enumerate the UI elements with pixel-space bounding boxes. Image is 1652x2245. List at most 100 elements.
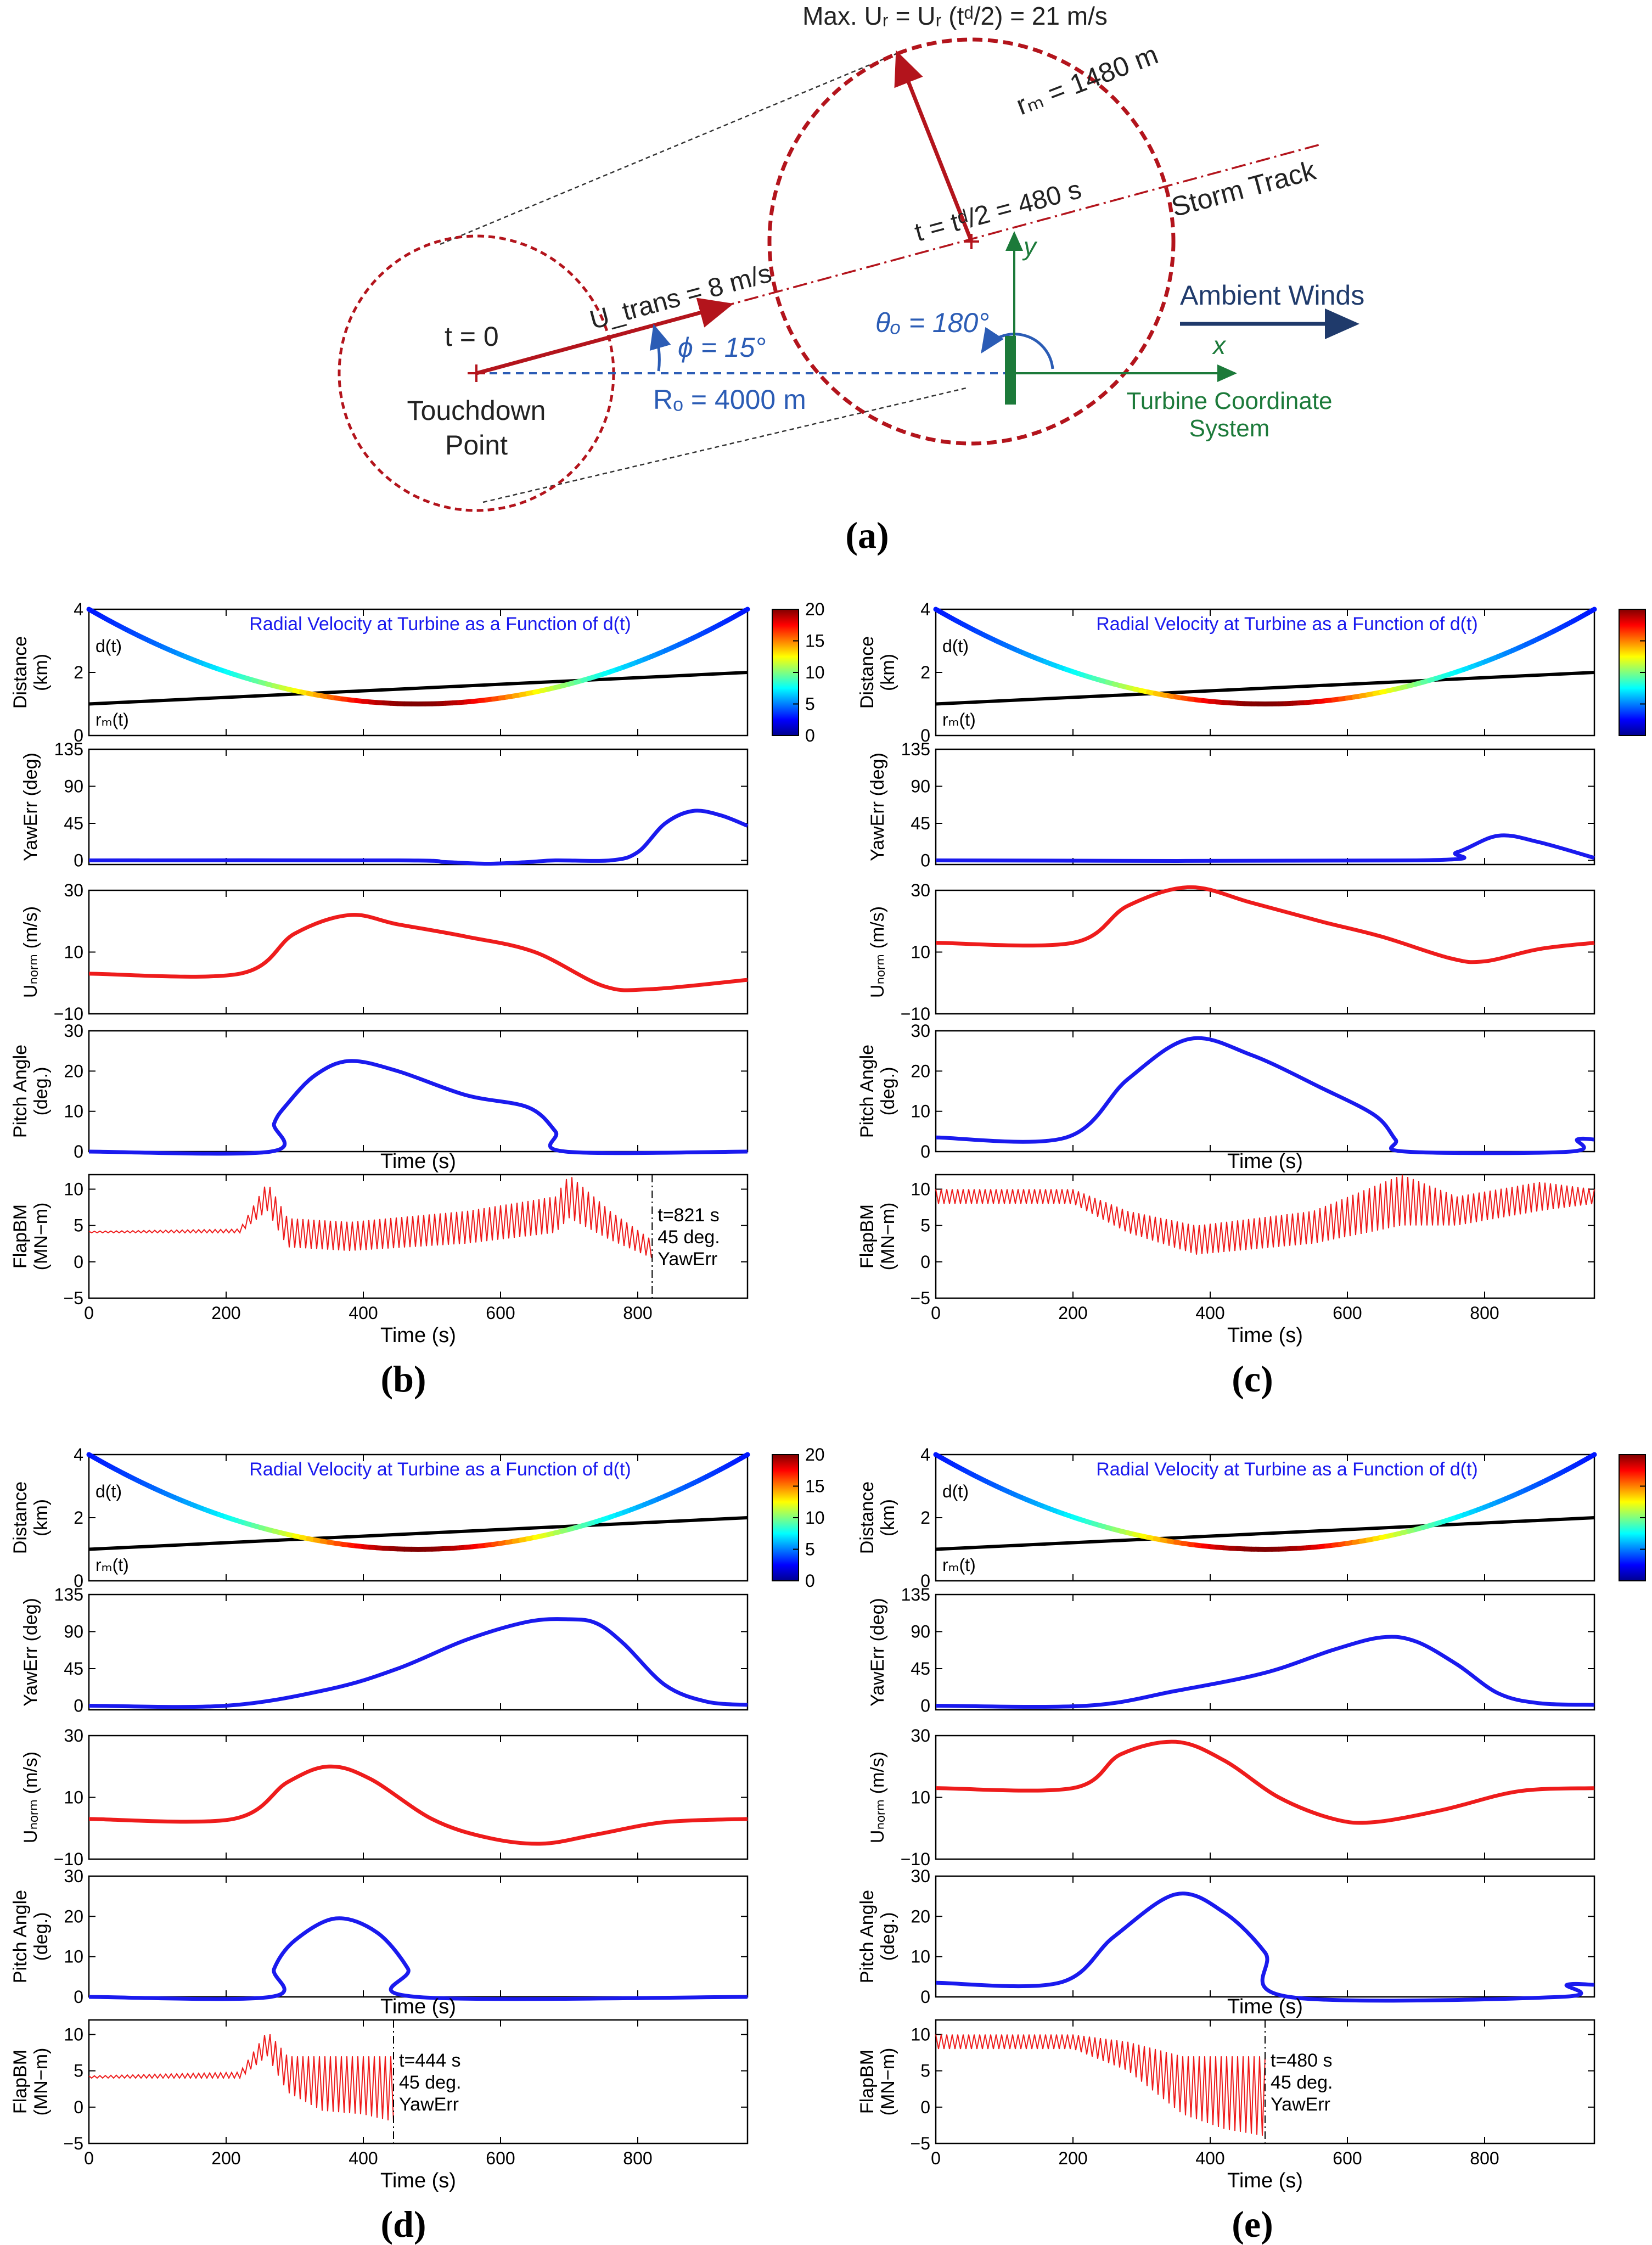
unorm-ytick-label: −10 (901, 1849, 930, 1869)
touchdown-label-2: Point (445, 430, 508, 461)
colorbar-tick-label: 10 (805, 663, 825, 682)
flapbm-ylabel: FlapBM (857, 2050, 878, 2114)
pitch-ytick-label: 0 (920, 1987, 930, 2007)
xtick-label: 800 (1470, 1303, 1499, 1323)
distance-ytick-label: 0 (920, 726, 930, 745)
unorm-ytick-label: 10 (911, 1788, 930, 1808)
distance-axes-frame (935, 1453, 1595, 1582)
xtick-label: 200 (211, 2148, 240, 2168)
yawerr-ytick-label: 0 (74, 851, 83, 871)
xtick-label: 400 (349, 1303, 378, 1323)
rm-label: rₘ(t) (942, 710, 976, 729)
unorm-ytick-label: 30 (911, 1726, 930, 1746)
distance-ylabel: Distance (10, 636, 31, 709)
panel-label-b: (b) (380, 1358, 426, 1400)
pitch-axes-frame (88, 1875, 749, 1998)
pitch-axes-frame (88, 1030, 749, 1153)
cutoff-annotation: t=444 s (399, 2050, 460, 2071)
distance-ylabel: (km) (31, 654, 52, 691)
yawerr-ytick-label: 0 (74, 1696, 83, 1716)
rm-arrow (894, 50, 974, 243)
flapbm-ytick-label: 0 (74, 1252, 83, 1272)
flapbm-ytick-label: −5 (911, 2134, 930, 2153)
dt-label: d(t) (95, 636, 122, 656)
distance-ytick-label: 2 (920, 663, 930, 682)
unorm-ytick-label: 10 (911, 942, 930, 962)
pitch-ytick-label: 30 (64, 1866, 83, 1886)
distance-ylabel: Distance (857, 636, 878, 709)
cutoff-annotation: YawErr (658, 1249, 717, 1270)
cutoff-annotation: 45 deg. (658, 1227, 720, 1248)
yawerr-axes-frame (935, 1593, 1595, 1711)
xtick-label: 0 (931, 1303, 941, 1323)
subplot-pitch: 30 20 10 0 Pitch Angle (deg.) Time (s) (10, 1021, 749, 1173)
rm-line (88, 1516, 748, 1551)
x-axis-label: Time (s) (1227, 1324, 1303, 1347)
distance-ylabel: (km) (878, 654, 898, 691)
pitch-ytick-label: 20 (911, 1061, 930, 1081)
pitch-ytick-label: 0 (920, 1142, 930, 1161)
flapbm-trace (935, 1174, 1595, 1255)
flapbm-trace (88, 2034, 394, 2122)
colorbar-tick-label: 15 (805, 1477, 825, 1496)
distance-ytick-label: 4 (920, 599, 930, 619)
distance-axes-frame (935, 608, 1595, 737)
unorm-curve (935, 885, 1595, 964)
distance-ytick-label: 0 (920, 1571, 930, 1591)
flapbm-ytick-label: 5 (920, 2061, 930, 2081)
touchdown-marker (468, 364, 485, 382)
rm-line (88, 671, 748, 706)
cutoff-annotation: YawErr (399, 2094, 459, 2115)
panel-label-a: (a) (845, 514, 889, 556)
yawerr-curve (88, 809, 749, 866)
flapbm-trace (88, 1177, 652, 1258)
yawerr-ytick-label: 135 (54, 1585, 83, 1604)
flapbm-ytick-label: 10 (911, 1179, 930, 1199)
colorbar-tick-label: 0 (805, 726, 815, 745)
flapbm-axes-frame (88, 2019, 749, 2145)
xtick-label: 400 (1195, 2148, 1224, 2168)
tangent-line-bottom (482, 387, 967, 503)
unorm-ylabel: Uₙₒᵣₘ (m/s) (20, 906, 41, 998)
pitch-ylabel: (deg.) (31, 1067, 52, 1116)
distance-ytick-label: 4 (920, 1445, 930, 1464)
yawerr-ytick-label: 135 (901, 739, 930, 759)
pitch-ytick-label: 30 (64, 1021, 83, 1041)
distance-title: Radial Velocity at Turbine as a Function… (249, 1459, 631, 1480)
xtick-label: 200 (1058, 1303, 1087, 1323)
subplot-yawerr: 135 90 45 0 YawErr (deg) (20, 1585, 749, 1716)
x-axis-label: Time (s) (380, 2169, 456, 2192)
pitch-ytick-label: 30 (911, 1021, 930, 1041)
dt-label: d(t) (942, 1481, 969, 1501)
yawerr-ylabel: YawErr (deg) (20, 1598, 41, 1707)
subplot-yawerr: 135 90 45 0 YawErr (deg) (867, 1585, 1595, 1716)
pitch-ytick-label: 20 (911, 1906, 930, 1926)
xtick-label: 0 (931, 2148, 941, 2168)
yawerr-ylabel: YawErr (deg) (867, 1598, 888, 1707)
yawerr-ytick-label: 45 (911, 813, 930, 833)
rm-line (935, 1516, 1595, 1551)
pitch-ylabel: Pitch Angle (10, 1890, 31, 1983)
dt-curve-segment (1585, 1452, 1597, 1461)
distance-ytick-label: 4 (74, 599, 83, 619)
colorbar-tick-label: 5 (805, 1540, 815, 1559)
unorm-ylabel: Uₙₒᵣₘ (m/s) (20, 1752, 41, 1843)
rm-label: rₘ(t) (95, 1555, 129, 1575)
pitch-curve (935, 1892, 1595, 2003)
unorm-axes-frame (935, 889, 1595, 1015)
pitch-ytick-label: 20 (64, 1061, 83, 1081)
xtick-label: 0 (84, 1303, 94, 1323)
flapbm-ytick-label: −5 (64, 1288, 83, 1308)
hidden-time-label: Time (s) (1227, 1150, 1303, 1173)
pitch-ytick-label: 10 (911, 1102, 930, 1121)
subplot-yawerr: 135 90 45 0 YawErr (deg) (20, 739, 749, 871)
